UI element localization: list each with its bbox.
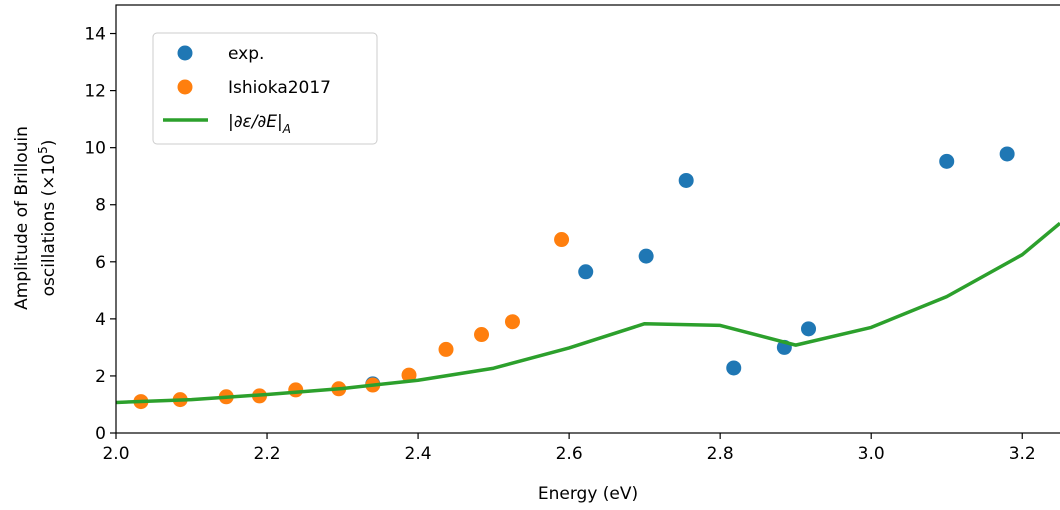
x-tick-label-3: 2.6 [556, 444, 583, 464]
x-axis-label: Energy (eV) [538, 484, 638, 504]
x-tick-label-1: 2.2 [254, 444, 281, 464]
axes: 0 2 4 6 8 10 12 14 2.0 2.2 2.4 2.6 2.8 3.0 3.2 [84, 4, 1060, 464]
legend-marker-exp [177, 45, 193, 61]
y-tick-label-0: 0 [95, 424, 106, 444]
data-point-ishioka-7 [401, 367, 417, 383]
x-tick-label-4: 2.8 [707, 444, 734, 464]
data-point-exp-2 [638, 248, 654, 264]
x-tick-label-2: 2.4 [405, 444, 432, 464]
y-tick-label-3: 6 [95, 253, 106, 273]
y-axis-label-line1: Amplitude of Brillouin [12, 126, 32, 310]
y-axis-label-line2: oscillations (×105) [36, 140, 59, 297]
y-tick-label-2: 4 [95, 310, 106, 330]
data-point-ishioka-11 [554, 232, 570, 248]
x-tick-label-5: 3.0 [858, 444, 885, 464]
legend: exp. Ishioka2017 |∂ε/∂E|A [152, 32, 378, 145]
legend-box [152, 32, 378, 145]
data-point-exp-8 [999, 146, 1015, 162]
data-point-ishioka-10 [504, 314, 520, 330]
data-point-ishioka-8 [438, 341, 454, 357]
plot-area [115, 146, 1060, 410]
data-point-exp-7 [939, 153, 955, 169]
data-point-exp-4 [726, 360, 742, 376]
y-tick-label-5: 10 [84, 139, 106, 159]
y-tick-label-4: 8 [95, 196, 106, 216]
x-tick-label-0: 2.0 [102, 444, 129, 464]
data-point-ishioka-9 [474, 327, 490, 343]
y-tick-label-1: 2 [95, 367, 106, 387]
legend-label-line: |∂ε/∂E|A [228, 112, 291, 136]
legend-label-ishioka: Ishioka2017 [228, 78, 331, 98]
data-point-ishioka-4 [288, 382, 304, 398]
y-tick-label-6: 12 [84, 82, 106, 102]
y-tick-label-7: 14 [84, 25, 106, 45]
x-tick-label-6: 3.2 [1009, 444, 1036, 464]
data-point-exp-1 [578, 264, 594, 280]
data-point-exp-3 [678, 172, 694, 188]
data-point-exp-6 [801, 321, 817, 337]
axes-frame [115, 4, 1060, 434]
series-line-line [115, 221, 1060, 405]
legend-label-exp: exp. [228, 44, 264, 64]
legend-marker-ishioka [177, 79, 193, 95]
